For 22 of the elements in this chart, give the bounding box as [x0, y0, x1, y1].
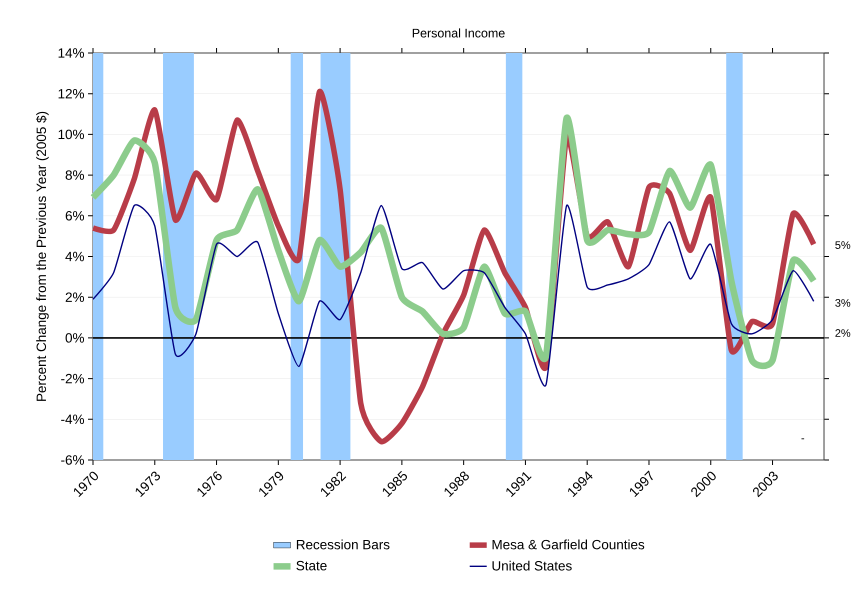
y-tick-label: -2% [61, 374, 84, 384]
y-tick-label: 0% [66, 333, 84, 343]
y-tick-label: -6% [61, 455, 84, 465]
line-series [92, 204, 814, 386]
chart-title: Personal Income [412, 28, 505, 38]
y-tick-label: 2% [66, 292, 84, 302]
y-tick-label: -4% [61, 414, 84, 424]
y-axis-title: Percent Change from the Previous Year (2005 $) [36, 112, 49, 401]
y-tick-label: 4% [65, 252, 84, 262]
text: 5% [835, 241, 850, 249]
y-tick-label: 8% [66, 170, 84, 180]
legend-label: United States [492, 560, 572, 571]
legend-label: State [296, 560, 327, 570]
y-tick-label: 12% [58, 88, 84, 98]
legend-label: Mesa & Garfield Counties [492, 539, 644, 550]
annotation: - [801, 438, 804, 440]
y-tick-label: 14% [58, 48, 84, 58]
text: 2% [835, 329, 850, 337]
y-tick-label: 10% [58, 130, 84, 140]
text: 3% [835, 299, 850, 307]
y-tick-label: 6% [66, 211, 84, 221]
legend-label: Recession Bars [296, 539, 390, 550]
